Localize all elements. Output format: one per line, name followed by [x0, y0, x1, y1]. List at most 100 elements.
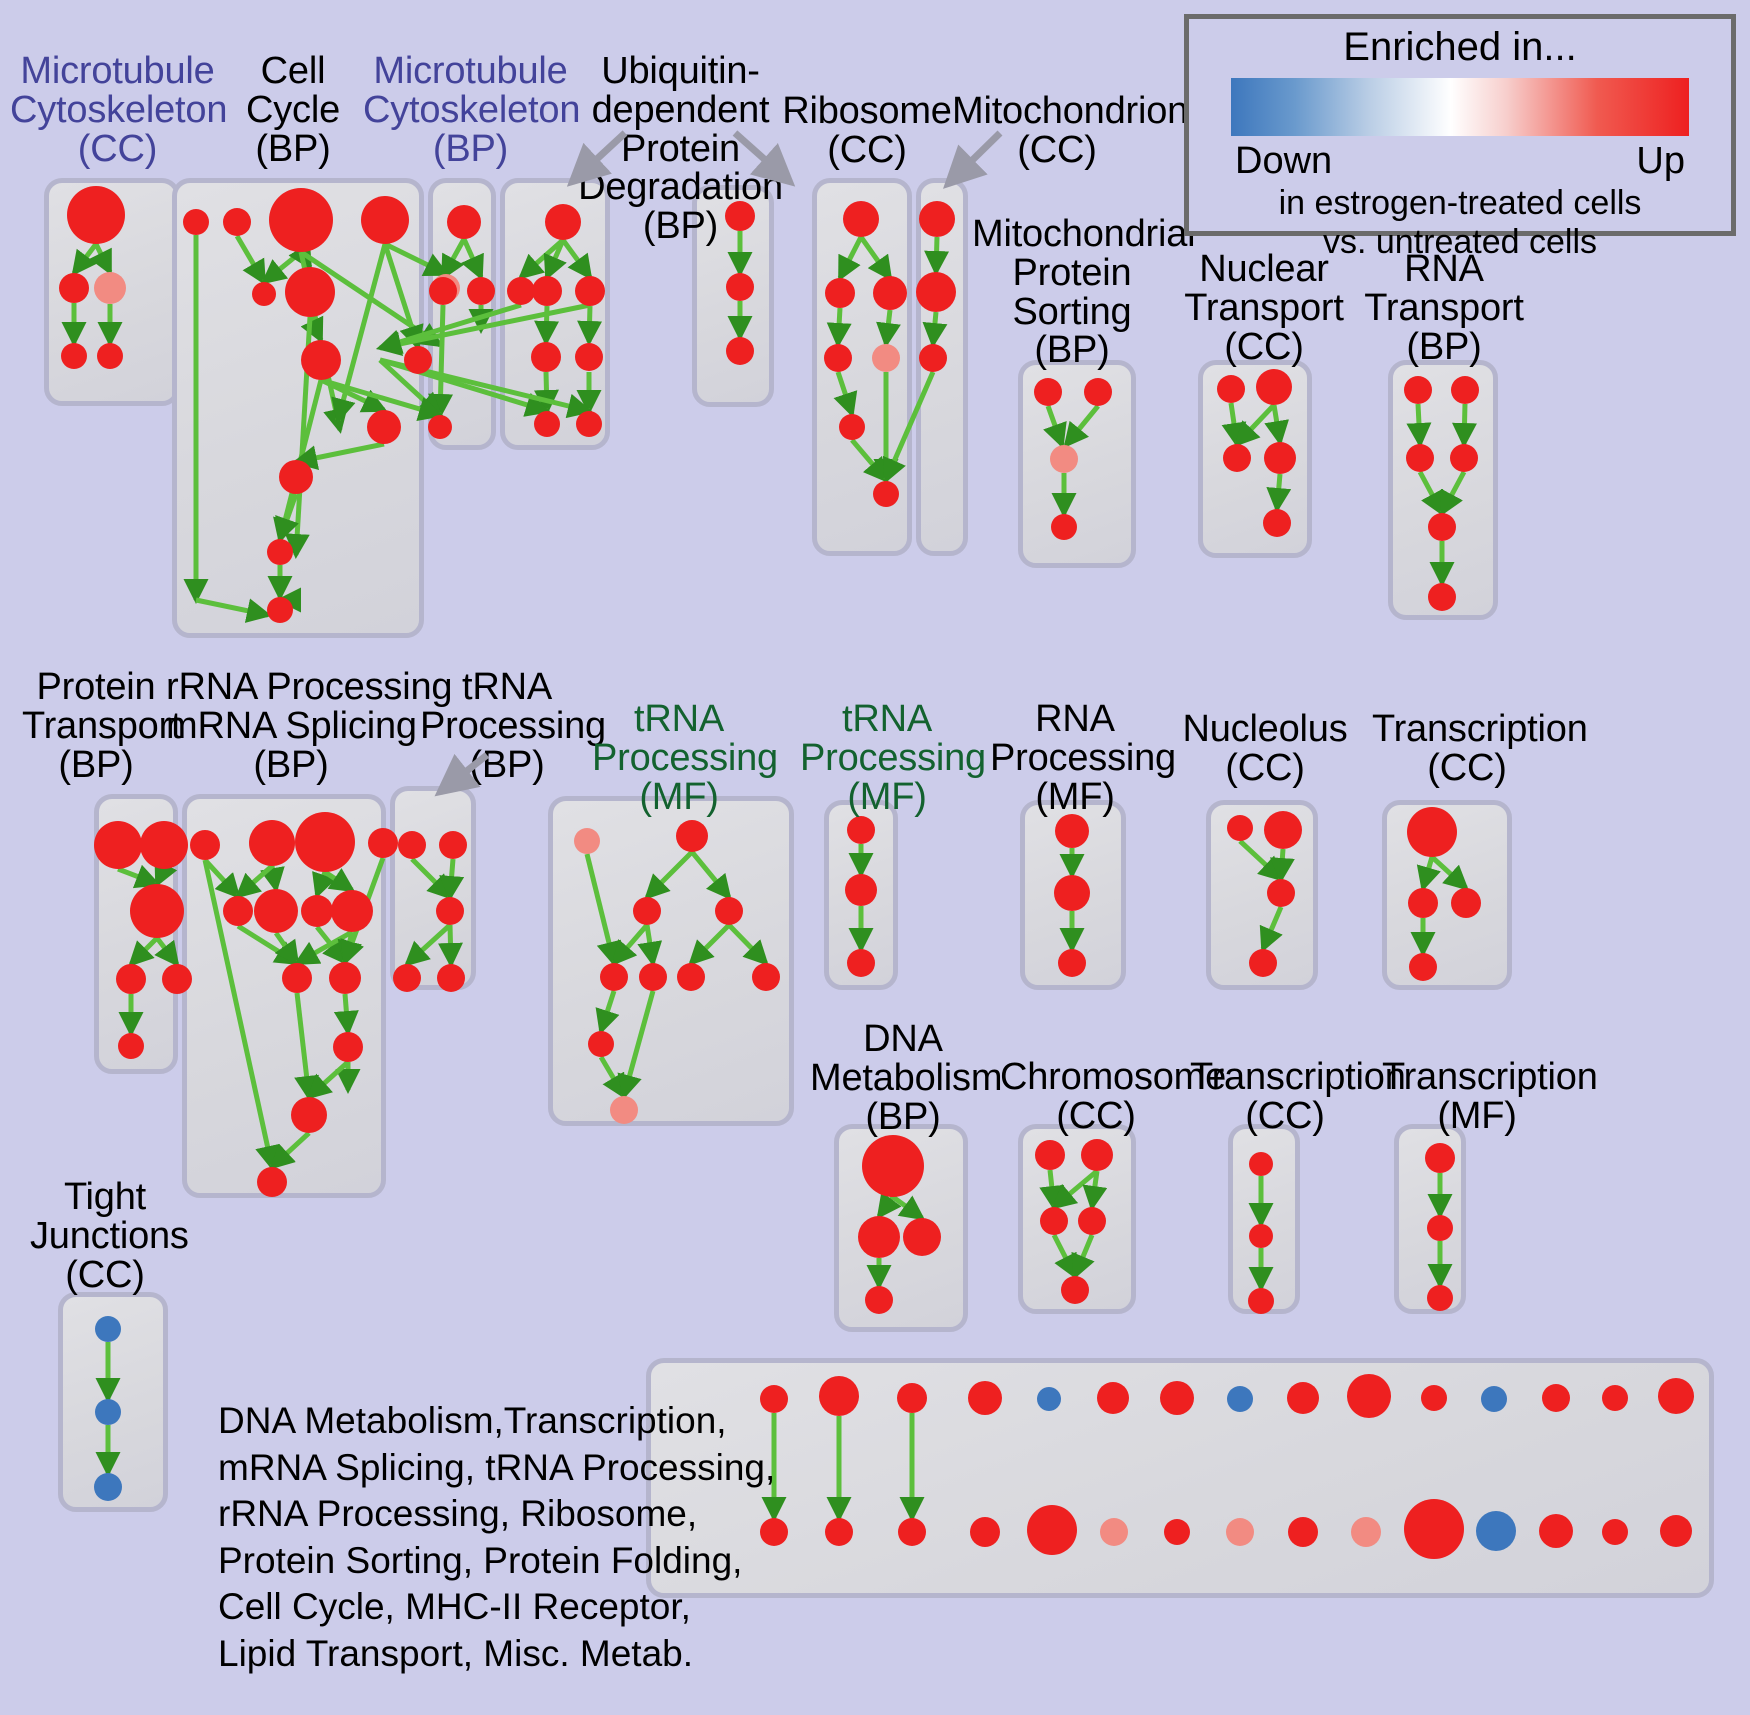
go-term-node[interactable] — [847, 949, 875, 977]
go-term-node[interactable] — [116, 964, 146, 994]
go-term-node[interactable] — [1404, 376, 1432, 404]
go-term-node[interactable] — [825, 1518, 853, 1546]
go-term-node[interactable] — [873, 276, 907, 310]
go-term-node[interactable] — [1481, 1386, 1507, 1412]
go-term-node[interactable] — [847, 816, 875, 844]
go-term-node[interactable] — [97, 343, 123, 369]
go-term-node[interactable] — [575, 343, 603, 371]
go-term-node[interactable] — [1100, 1518, 1128, 1546]
go-term-node[interactable] — [903, 1218, 941, 1256]
go-term-node[interactable] — [95, 1316, 121, 1342]
go-term-node[interactable] — [862, 1135, 924, 1197]
go-term-node[interactable] — [1160, 1381, 1194, 1415]
go-term-node[interactable] — [269, 188, 333, 252]
go-term-node[interactable] — [67, 186, 125, 244]
go-term-node[interactable] — [839, 414, 865, 440]
go-term-node[interactable] — [295, 812, 355, 872]
go-term-node[interactable] — [1227, 815, 1253, 841]
go-term-node[interactable] — [140, 821, 188, 869]
go-term-node[interactable] — [1249, 949, 1277, 977]
go-term-node[interactable] — [1249, 1152, 1273, 1176]
go-term-node[interactable] — [1407, 807, 1457, 857]
go-term-node[interactable] — [1027, 1505, 1077, 1555]
go-term-node[interactable] — [532, 276, 562, 306]
go-term-node[interactable] — [267, 597, 293, 623]
go-term-node[interactable] — [600, 963, 628, 991]
go-term-node[interactable] — [1040, 1207, 1068, 1235]
go-term-node[interactable] — [531, 342, 561, 372]
go-term-node[interactable] — [223, 896, 253, 926]
go-term-node[interactable] — [1061, 1276, 1089, 1304]
go-term-node[interactable] — [282, 963, 312, 993]
go-term-node[interactable] — [61, 343, 87, 369]
go-term-node[interactable] — [725, 201, 755, 231]
go-term-node[interactable] — [1264, 811, 1302, 849]
go-term-node[interactable] — [1351, 1517, 1381, 1547]
go-term-node[interactable] — [819, 1376, 859, 1416]
go-term-node[interactable] — [1542, 1384, 1570, 1412]
go-term-node[interactable] — [437, 964, 465, 992]
go-term-node[interactable] — [1409, 953, 1437, 981]
go-term-node[interactable] — [575, 276, 605, 306]
go-term-node[interactable] — [404, 346, 432, 374]
go-term-node[interactable] — [1602, 1385, 1628, 1411]
go-term-node[interactable] — [94, 272, 126, 304]
go-term-node[interactable] — [845, 874, 877, 906]
go-term-node[interactable] — [1217, 375, 1245, 403]
go-term-node[interactable] — [1539, 1514, 1573, 1548]
go-term-node[interactable] — [1097, 1382, 1129, 1414]
go-term-node[interactable] — [970, 1517, 1000, 1547]
go-term-node[interactable] — [279, 460, 313, 494]
go-term-node[interactable] — [1227, 1386, 1253, 1412]
go-term-node[interactable] — [919, 344, 947, 372]
go-term-node[interactable] — [1084, 378, 1112, 406]
go-term-node[interactable] — [301, 340, 341, 380]
go-term-node[interactable] — [1450, 444, 1478, 472]
go-term-node[interactable] — [1264, 442, 1296, 474]
go-term-node[interactable] — [361, 196, 409, 244]
go-term-node[interactable] — [439, 831, 467, 859]
go-term-node[interactable] — [1421, 1385, 1447, 1411]
go-term-node[interactable] — [223, 208, 251, 236]
go-term-node[interactable] — [162, 964, 192, 994]
go-term-node[interactable] — [267, 539, 293, 565]
go-term-node[interactable] — [534, 411, 560, 437]
go-term-node[interactable] — [436, 897, 464, 925]
go-term-node[interactable] — [429, 277, 457, 305]
go-term-node[interactable] — [1081, 1139, 1113, 1171]
go-term-node[interactable] — [428, 415, 452, 439]
go-term-node[interactable] — [1658, 1378, 1694, 1414]
go-term-node[interactable] — [919, 201, 955, 237]
go-term-node[interactable] — [291, 1097, 327, 1133]
go-term-node[interactable] — [1051, 514, 1077, 540]
go-term-node[interactable] — [1078, 1207, 1106, 1235]
go-term-node[interactable] — [1404, 1499, 1464, 1559]
go-term-node[interactable] — [760, 1518, 788, 1546]
go-term-node[interactable] — [897, 1383, 927, 1413]
go-term-node[interactable] — [1058, 949, 1086, 977]
go-term-node[interactable] — [467, 277, 495, 305]
go-term-node[interactable] — [610, 1096, 638, 1124]
go-term-node[interactable] — [824, 344, 852, 372]
go-term-node[interactable] — [1035, 1140, 1065, 1170]
go-term-node[interactable] — [183, 209, 209, 235]
go-term-node[interactable] — [843, 201, 879, 237]
go-term-node[interactable] — [898, 1518, 926, 1546]
go-term-node[interactable] — [249, 820, 295, 866]
go-term-node[interactable] — [1660, 1515, 1692, 1547]
go-term-node[interactable] — [507, 277, 535, 305]
go-term-node[interactable] — [254, 889, 298, 933]
go-term-node[interactable] — [1288, 1517, 1318, 1547]
go-term-node[interactable] — [1347, 1374, 1391, 1418]
go-term-node[interactable] — [1248, 1288, 1274, 1314]
go-term-node[interactable] — [588, 1031, 614, 1057]
go-term-node[interactable] — [1408, 888, 1438, 918]
go-term-node[interactable] — [1226, 1518, 1254, 1546]
go-term-node[interactable] — [576, 411, 602, 437]
go-term-node[interactable] — [1256, 369, 1292, 405]
go-term-node[interactable] — [333, 1032, 363, 1062]
go-term-node[interactable] — [368, 828, 398, 858]
go-term-node[interactable] — [1427, 1285, 1453, 1311]
go-term-node[interactable] — [726, 337, 754, 365]
go-term-node[interactable] — [968, 1381, 1002, 1415]
